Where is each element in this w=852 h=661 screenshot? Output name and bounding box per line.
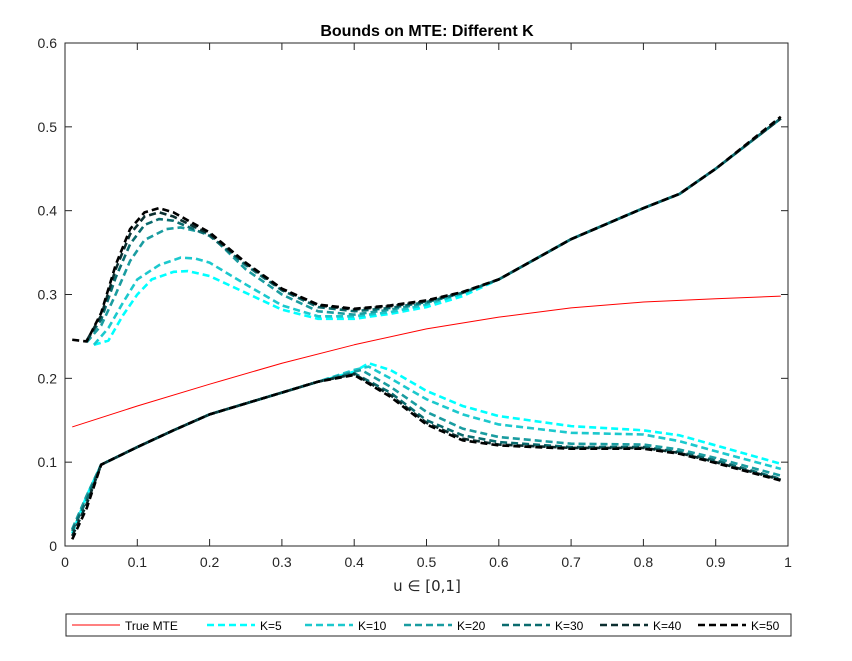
y-tick-label: 0.4: [38, 203, 58, 219]
legend-label-k-50: K=50: [751, 619, 780, 633]
y-tick-label: 0: [49, 538, 57, 554]
x-tick-label: 0.5: [417, 554, 437, 570]
y-tick-label: 0.2: [38, 370, 58, 386]
y-tick-label: 0.6: [38, 35, 58, 51]
plot-lines: [71, 115, 782, 540]
series-k-20-line-lower: [71, 368, 782, 530]
chart-title: Bounds on MTE: Different K: [320, 23, 534, 40]
series-k-50-line-upper: [72, 115, 782, 343]
series-k-40-line-upper: [85, 117, 782, 342]
x-tick-label: 0: [61, 554, 69, 570]
legend-label-true-mte: True MTE: [125, 619, 178, 633]
series-k-40-line-lower: [71, 372, 782, 537]
y-tick-label: 0.1: [38, 454, 58, 470]
plot-frame: [64, 42, 789, 547]
legend-label-k-40: K=40: [653, 619, 682, 633]
x-axis-label: u ∈ [0,1]: [393, 577, 461, 595]
legend-label-k-5: K=5: [260, 619, 282, 633]
series-k-50: [71, 115, 782, 540]
legend-label-k-20: K=20: [457, 619, 486, 633]
series-k-40: [71, 117, 782, 537]
y-tick-labels: 0 0.1 0.2 0.3 0.4 0.5 0.6: [38, 35, 58, 554]
x-tick-label: 0.7: [561, 554, 581, 570]
legend-label-k-30: K=30: [555, 619, 584, 633]
legend-label-k-10: K=10: [358, 619, 387, 633]
x-tick-label: 0.4: [344, 554, 364, 570]
x-tick-label: 0.2: [200, 554, 220, 570]
x-tick-label: 1: [784, 554, 792, 570]
series-true-mte-line-upper: [72, 295, 781, 428]
y-tick-label: 0.3: [38, 287, 58, 303]
chart-legend: True MTE K=5 K=10 K=20 K=30 K=40 K=50: [65, 613, 792, 637]
series-true-mte: [72, 295, 781, 428]
x-tick-label: 0.9: [706, 554, 726, 570]
y-tick-label: 0.5: [38, 119, 58, 135]
series-k-30-line-upper: [85, 117, 782, 342]
x-tick-label: 0.8: [634, 554, 654, 570]
x-tick-labels: 0 0.1 0.2 0.3 0.4 0.5 0.6 0.7 0.8 0.9 1: [61, 554, 792, 570]
x-tick-label: 0.3: [272, 554, 292, 570]
x-tick-label: 0.1: [128, 554, 148, 570]
x-tick-label: 0.6: [489, 554, 509, 570]
series-k-10-line-lower: [71, 365, 782, 530]
